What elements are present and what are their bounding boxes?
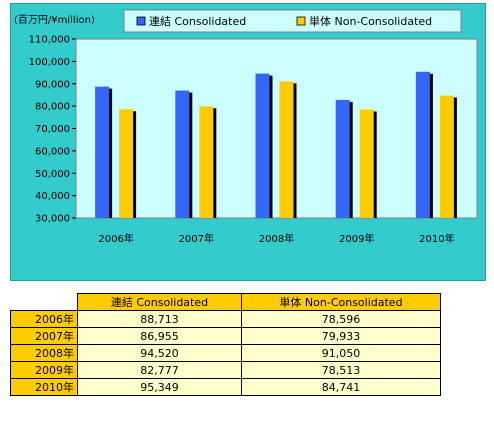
cell-non-consolidated: 91,050 <box>241 344 441 362</box>
legend-label: 単体 Non-Consolidated <box>309 14 432 28</box>
table-row: 2007年 86,955 79,933 <box>10 327 441 345</box>
plot-area <box>75 38 478 219</box>
y-tick-label: 60,000 <box>35 146 70 157</box>
row-year: 2006年 <box>10 310 78 328</box>
cell-consolidated: 94,520 <box>77 344 242 362</box>
table-row: 2008年 94,520 91,050 <box>10 344 441 362</box>
legend-swatch <box>136 16 146 26</box>
data-table: 連結 Consolidated 単体 Non-Consolidated 2006… <box>10 293 441 396</box>
chart-panel: (百万円/¥million) 30,000 40,000 50,000 60,000 7… <box>10 3 486 281</box>
bar <box>255 73 270 218</box>
cell-non-consolidated: 84,741 <box>241 378 441 396</box>
y-tick-label: 90,000 <box>35 79 70 90</box>
table-row: 2006年 88,713 78,596 <box>10 310 441 328</box>
legend-label: 連結 Consolidated <box>149 14 246 28</box>
bar <box>359 109 374 218</box>
cell-consolidated: 86,955 <box>77 327 242 345</box>
table-header-row: 連結 Consolidated 単体 Non-Consolidated <box>11 293 441 311</box>
x-tick-label: 2006年 <box>98 232 133 245</box>
bar <box>415 71 430 218</box>
legend-swatch <box>296 16 306 26</box>
bar <box>119 109 134 218</box>
row-year: 2007年 <box>10 327 78 345</box>
y-tick-label: 80,000 <box>35 102 70 113</box>
y-tick-label: 50,000 <box>35 169 70 180</box>
bar <box>175 90 190 218</box>
x-tick-label: 2007年 <box>179 232 214 245</box>
header-non-consolidated: 単体 Non-Consolidated <box>241 293 441 311</box>
row-year: 2010年 <box>10 378 78 396</box>
y-tick-label: 70,000 <box>35 124 70 135</box>
header-consolidated: 連結 Consolidated <box>77 293 242 311</box>
bar <box>199 106 214 218</box>
y-tick-label: 100,000 <box>29 57 70 68</box>
y-tick-label: 30,000 <box>35 214 70 225</box>
bar <box>95 86 110 218</box>
x-tick-label: 2009年 <box>339 232 374 245</box>
y-tick-label: 110,000 <box>29 35 70 46</box>
bar <box>335 99 350 218</box>
x-tick-label: 2008年 <box>259 232 294 245</box>
row-year: 2009年 <box>10 361 78 379</box>
cell-non-consolidated: 79,933 <box>241 327 441 345</box>
row-year: 2008年 <box>10 344 78 362</box>
cell-consolidated: 88,713 <box>77 310 242 328</box>
x-tick-label: 2010年 <box>419 232 454 245</box>
cell-consolidated: 82,777 <box>77 361 242 379</box>
cell-consolidated: 95,349 <box>77 378 242 396</box>
bar <box>279 81 294 218</box>
bar <box>439 95 454 218</box>
y-tick-label: 40,000 <box>35 191 70 202</box>
table-row: 2010年 95,349 84,741 <box>10 378 441 396</box>
table-row: 2009年 82,777 78,513 <box>10 361 441 379</box>
legend <box>123 9 462 33</box>
table-corner <box>11 294 78 311</box>
cell-non-consolidated: 78,596 <box>241 310 441 328</box>
unit-label: (百万円/¥million) <box>14 15 95 26</box>
cell-non-consolidated: 78,513 <box>241 361 441 379</box>
bar-chart: 30,000 40,000 50,000 60,000 70,000 80,000 90,0… <box>29 9 478 245</box>
